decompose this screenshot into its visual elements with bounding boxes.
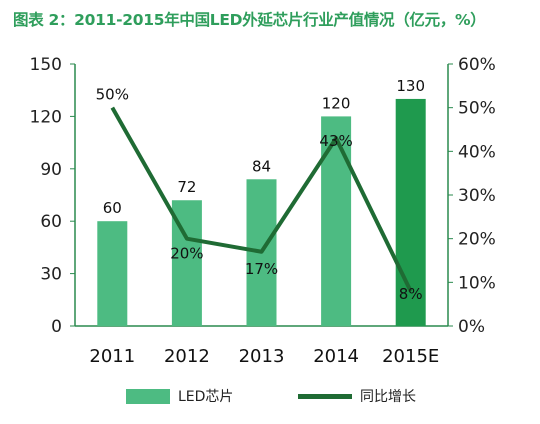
- right-tick-label: 20%: [458, 230, 496, 250]
- bar-value-label: 130: [396, 77, 425, 95]
- left-tick-label: 30: [40, 265, 62, 285]
- x-tick-label: 2014: [313, 346, 359, 367]
- right-tick-label: 50%: [458, 99, 496, 119]
- bar-value-label: 60: [103, 199, 122, 217]
- x-tick-label: 2015E: [382, 346, 439, 367]
- growth-value-label: 50%: [96, 86, 129, 104]
- growth-value-label: 20%: [170, 245, 203, 263]
- bar-value-label: 120: [322, 94, 351, 112]
- right-tick-label: 0%: [458, 317, 485, 337]
- legend-item-bars: LED芯片: [126, 384, 233, 408]
- right-tick-label: 60%: [458, 55, 496, 75]
- chart-title: 图表 2：2011-2015年中国LED外延芯片行业产值情况（亿元，%）: [13, 11, 486, 29]
- x-tick-label: 2012: [164, 346, 210, 367]
- left-tick-label: 150: [30, 55, 62, 75]
- left-tick-label: 120: [30, 107, 62, 127]
- x-tick-label: 2011: [89, 346, 135, 367]
- growth-value-label: 43%: [319, 132, 352, 150]
- legend-swatch-bar: [126, 388, 170, 404]
- bar-value-label: 84: [252, 157, 271, 175]
- legend: LED芯片 同比增长: [0, 384, 540, 408]
- growth-value-label: 8%: [399, 285, 423, 303]
- bar-value-label: 72: [177, 178, 196, 196]
- legend-label-bars: LED芯片: [178, 389, 234, 405]
- right-tick-label: 10%: [458, 273, 496, 293]
- legend-swatch-line: [298, 393, 352, 399]
- growth-value-label: 17%: [245, 260, 278, 278]
- left-tick-label: 0: [51, 317, 62, 337]
- legend-label-line: 同比增长: [360, 389, 416, 405]
- left-tick-label: 90: [40, 160, 62, 180]
- right-tick-label: 40%: [458, 142, 496, 162]
- legend-item-line: 同比增长: [298, 384, 416, 408]
- bar: [97, 221, 128, 326]
- left-tick-label: 60: [40, 212, 62, 232]
- x-tick-label: 2013: [239, 346, 285, 367]
- right-tick-label: 30%: [458, 186, 496, 206]
